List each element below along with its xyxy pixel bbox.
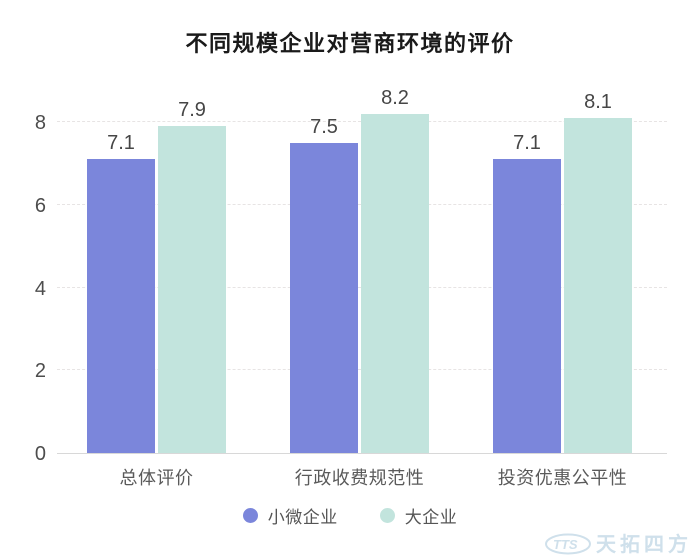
value-label-s2-c3: 8.1 (584, 90, 612, 113)
value-label-s1-c1: 7.1 (107, 132, 135, 155)
value-label-s2-c2: 8.2 (381, 86, 409, 109)
bar-slot-s2-c1: 7.9 (158, 99, 226, 453)
bar-group-3: 7.1 8.1 投资优惠公平性 (493, 91, 632, 488)
chart-title: 不同规模企业对营商环境的评价 (185, 31, 515, 56)
y-tick-label-2: 2 (34, 360, 46, 383)
x-category-label-2: 行政收费规范性 (294, 468, 425, 488)
bar-s1-c1 (87, 159, 155, 453)
legend-item-1: 小微企业 (242, 503, 338, 528)
y-tick-label-8: 8 (34, 112, 46, 134)
legend-item-2: 大企业 (379, 503, 458, 528)
legend-label-2: 大企业 (404, 508, 458, 527)
bar-slot-s1-c1: 7.1 (87, 123, 155, 453)
x-category-label-3: 投资优惠公平性 (497, 468, 628, 488)
bar-slot-s2-c3: 8.1 (564, 91, 632, 453)
watermark: TTS 天拓四方 (544, 528, 692, 557)
bar-s2-c3 (564, 117, 632, 453)
y-axis: 0 2 4 6 8 (0, 112, 46, 465)
watermark-logo-ellipse: TTS (545, 533, 591, 554)
value-label-s2-c1: 7.9 (178, 99, 206, 122)
watermark-brand-text: 天拓四方 (596, 534, 692, 556)
bar-slot-s2-c2: 8.2 (361, 87, 429, 453)
legend: 小微企业 大企业 (0, 503, 700, 528)
legend-dot-icon (242, 508, 258, 523)
bar-slot-s1-c2: 7.5 (290, 116, 358, 453)
y-tick-label-0: 0 (34, 443, 46, 465)
value-label-s1-c3: 7.1 (513, 132, 541, 155)
plot-area: 7.1 7.9 总体评价 7.5 8.2 行政收费规范性 7.1 8.1 投资优惠公平性 (57, 87, 667, 488)
value-label-s1-c2: 7.5 (310, 115, 338, 138)
watermark-logo-text: TTS (553, 537, 578, 552)
y-tick-label-6: 6 (34, 194, 46, 217)
y-tick-label-4: 4 (34, 277, 46, 300)
x-category-label-1: 总体评价 (119, 468, 194, 488)
bar-s2-c1 (158, 126, 226, 453)
legend-label-1: 小微企业 (267, 508, 338, 527)
bar-slot-s1-c3: 7.1 (493, 123, 561, 453)
legend-dot-icon (379, 508, 395, 523)
bar-group-2: 7.5 8.2 行政收费规范性 (290, 87, 429, 488)
bar-s2-c2 (361, 113, 429, 453)
bar-s1-c3 (493, 159, 561, 453)
bar-group-1: 7.1 7.9 总体评价 (87, 99, 226, 488)
bar-s1-c2 (290, 142, 358, 453)
